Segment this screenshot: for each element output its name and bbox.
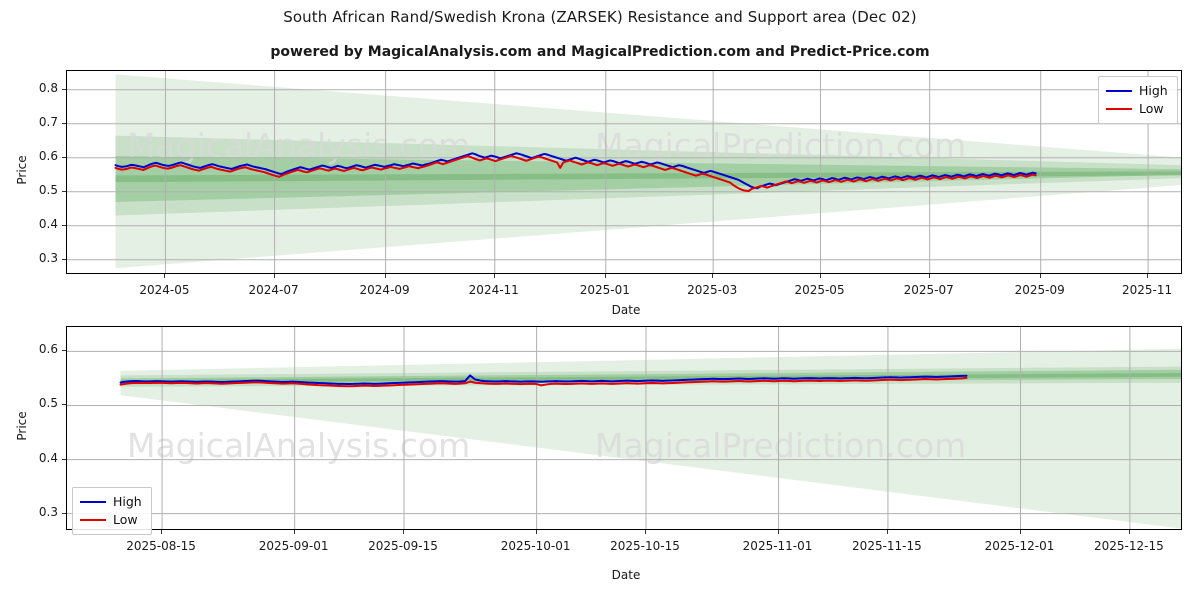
- zoom-x-axis-label: Date: [611, 568, 641, 582]
- overview-legend: High Low: [1098, 76, 1178, 124]
- x-tick-mark: [403, 530, 405, 534]
- y-tick-label: 0.8: [38, 80, 58, 95]
- band-inner: [115, 156, 1181, 202]
- x-tick-label: 2024-09: [359, 283, 410, 297]
- y-tick-mark: [62, 156, 66, 158]
- overview-plot-frame: MagicalAnalysis.com MagicalPrediction.com…: [66, 70, 1182, 274]
- overview-y-axis-label: Price: [15, 155, 29, 185]
- y-tick-label: 0.3: [38, 250, 58, 265]
- x-tick-mark: [293, 530, 295, 534]
- overview-plot-svg: MagicalAnalysis.com MagicalPrediction.com…: [67, 71, 1181, 274]
- x-tick-mark: [1128, 530, 1130, 534]
- y-tick-label: 0.4: [38, 450, 58, 465]
- legend-label: High: [113, 494, 142, 509]
- x-tick-label: 2024-07: [248, 283, 299, 297]
- legend-item: High: [80, 493, 142, 511]
- y-tick-label: 0.5: [38, 182, 58, 197]
- y-tick-label: 0.4: [38, 216, 58, 231]
- y-tick-mark: [62, 122, 66, 124]
- x-tick-mark: [1147, 274, 1149, 278]
- page-title: South African Rand/Swedish Krona (ZARSEK…: [283, 8, 917, 26]
- legend-item: Low: [80, 511, 142, 529]
- x-tick-label: 2025-08-15: [126, 539, 196, 553]
- legend-line-swatch: [1106, 108, 1132, 110]
- legend-line-swatch: [80, 519, 106, 521]
- watermark-text: MagicalAnalysis.com: [127, 270, 470, 274]
- x-tick-label: 2024-11: [468, 283, 519, 297]
- overview-chart-panel: MagicalAnalysis.com MagicalPrediction.com…: [66, 70, 1182, 274]
- x-tick-mark: [493, 274, 495, 278]
- series-line-low: [114, 155, 1037, 193]
- legend-line-swatch: [80, 501, 106, 503]
- x-tick-mark: [164, 274, 166, 278]
- y-tick-mark: [62, 258, 66, 260]
- x-tick-mark: [886, 530, 888, 534]
- x-tick-label: 2025-11: [1121, 283, 1173, 297]
- x-tick-label: 2025-01: [579, 283, 630, 297]
- x-tick-label: 2025-09: [1014, 283, 1065, 297]
- x-tick-mark: [712, 274, 714, 278]
- watermark-text: MagicalPrediction.com: [595, 270, 966, 274]
- x-tick-label: 2025-12-01: [984, 539, 1055, 553]
- y-tick-mark: [62, 512, 66, 514]
- y-tick-label: 0.6: [38, 342, 58, 357]
- band-core: [120, 373, 1181, 383]
- series-line-high: [114, 152, 1037, 190]
- legend-label: Low: [1139, 101, 1164, 116]
- y-tick-mark: [62, 404, 66, 406]
- x-tick-mark: [535, 530, 537, 534]
- x-tick-label: 2025-10-15: [610, 539, 680, 553]
- y-tick-label: 0.7: [38, 114, 58, 129]
- series-line-high: [119, 374, 968, 386]
- watermark-text: MagicalAnalysis.com: [127, 426, 470, 465]
- y-tick-mark: [62, 350, 66, 352]
- x-tick-label: 2025-12-15: [1094, 539, 1164, 553]
- watermark-text: MagicalPrediction.com: [595, 426, 966, 465]
- x-tick-mark: [161, 530, 163, 534]
- x-tick-mark: [604, 274, 606, 278]
- x-tick-mark: [1019, 530, 1021, 534]
- watermark-text: MagicalAnalysis.com: [127, 126, 470, 165]
- x-tick-mark: [819, 274, 821, 278]
- legend-line-swatch: [1106, 90, 1132, 92]
- x-tick-mark: [384, 274, 386, 278]
- page-subtitle: powered by MagicalAnalysis.com and Magic…: [270, 44, 930, 60]
- legend-label: High: [1139, 83, 1168, 98]
- zoom-plot-svg: MagicalAnalysis.com MagicalPrediction.com: [67, 327, 1181, 529]
- y-tick-label: 0.3: [38, 504, 58, 519]
- x-tick-label: 2025-09-01: [258, 539, 329, 553]
- overview-x-axis-label: Date: [611, 303, 641, 317]
- legend-item: High: [1106, 82, 1168, 100]
- series-line-low: [119, 376, 968, 388]
- y-tick-mark: [62, 224, 66, 226]
- band-core: [115, 171, 1181, 183]
- x-tick-label: 2025-11-01: [742, 539, 813, 553]
- x-tick-mark: [928, 274, 930, 278]
- x-tick-mark: [273, 274, 275, 278]
- x-tick-label: 2025-11-15: [852, 539, 922, 553]
- watermark-text: MagicalPrediction.com: [595, 126, 966, 165]
- legend-item: Low: [1106, 100, 1168, 118]
- band-outer: [120, 348, 1181, 529]
- x-tick-mark: [644, 530, 646, 534]
- y-tick-mark: [62, 458, 66, 460]
- x-tick-label: 2024-05: [139, 283, 190, 297]
- x-tick-mark: [1039, 274, 1041, 278]
- x-tick-mark: [777, 530, 779, 534]
- y-tick-mark: [62, 88, 66, 90]
- zoom-legend: High Low: [72, 487, 152, 535]
- zoom-plot-frame: MagicalAnalysis.com MagicalPrediction.com: [66, 326, 1182, 530]
- x-tick-label: 2025-05: [794, 283, 845, 297]
- x-tick-label: 2025-10-01: [500, 539, 571, 553]
- zoom-y-axis-label: Price: [15, 411, 29, 441]
- x-tick-label: 2025-09-15: [368, 539, 438, 553]
- y-tick-mark: [62, 190, 66, 192]
- zoom-chart-panel: MagicalAnalysis.com MagicalPrediction.com: [66, 326, 1182, 530]
- x-tick-label: 2025-07: [903, 283, 954, 297]
- y-tick-label: 0.6: [38, 148, 58, 163]
- legend-label: Low: [113, 512, 138, 527]
- x-tick-label: 2025-03: [687, 283, 738, 297]
- y-tick-label: 0.5: [38, 396, 58, 411]
